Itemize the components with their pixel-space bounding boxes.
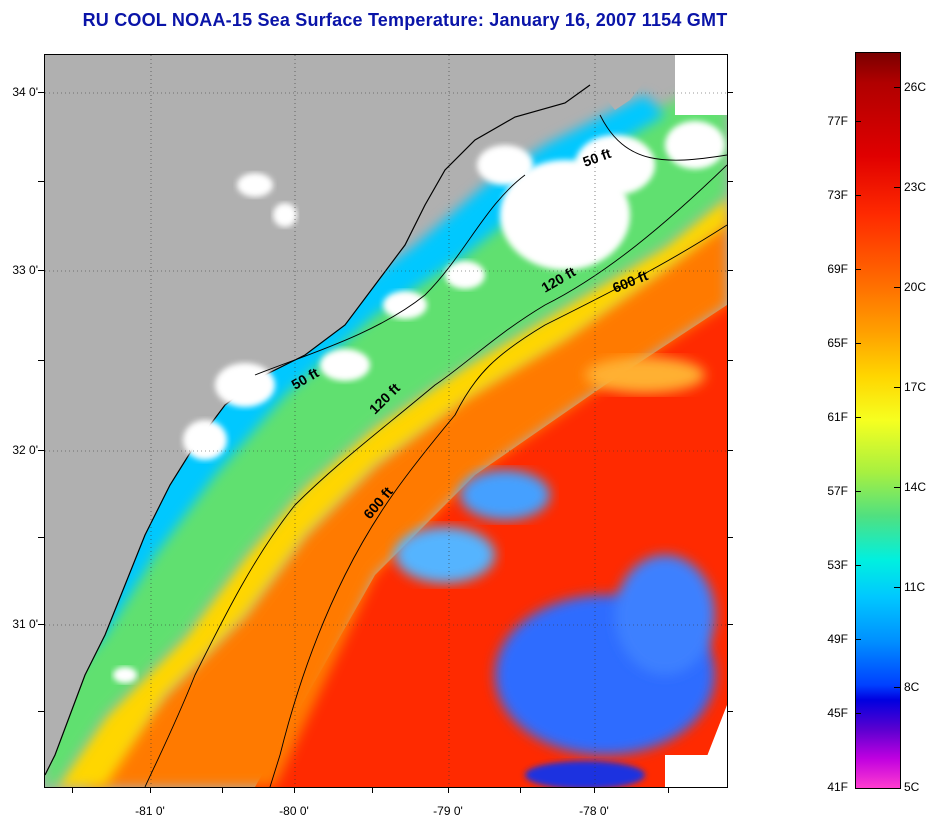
lat-tick — [38, 711, 44, 712]
colorbar-f-label: 57F — [827, 484, 848, 498]
land-mass — [45, 55, 590, 775]
colorbar-c-label: 5C — [904, 780, 920, 794]
lat-tick — [38, 624, 44, 625]
colorbar-tick — [855, 343, 861, 344]
colorbar-tick — [855, 195, 861, 196]
ocean-yellow-band — [55, 195, 727, 787]
lon-label-81: -81 0' — [135, 804, 165, 818]
isobath-50ft — [254, 114, 727, 376]
lat-label-34: 34 0' — [12, 85, 38, 99]
colorbar-tick — [894, 387, 900, 388]
colorbar-f-label: 61F — [827, 410, 848, 424]
cold-eddy-3 — [460, 470, 550, 520]
colorbar-c-label: 20C — [904, 280, 927, 294]
colorbar-tick — [855, 417, 861, 418]
colorbar-tick — [894, 287, 900, 288]
sst-map-canvas: 50 ft 120 ft 600 ft 50 ft 120 ft 600 ft — [45, 55, 727, 787]
isobath-120ft — [144, 164, 727, 787]
lat-label-33: 33 0' — [12, 263, 38, 277]
cloud-9 — [273, 203, 297, 227]
cloud-13 — [675, 55, 727, 115]
lon-tick — [150, 787, 151, 793]
isobath-600ft — [269, 224, 727, 787]
ocean-orange-band — [85, 215, 727, 787]
colorbar-tick — [855, 121, 861, 122]
cold-eddy-4 — [395, 527, 495, 583]
lon-label-79: -79 0' — [433, 804, 463, 818]
colorbar-f-label: 49F — [827, 632, 848, 646]
colorbar-tick — [855, 565, 861, 566]
colorbar-f-label: 53F — [827, 558, 848, 572]
cloud-11 — [665, 121, 725, 169]
lat-tick-right — [727, 92, 733, 93]
colorbar-f-label: 69F — [827, 262, 848, 276]
colorbar-f-label: 41F — [827, 780, 848, 794]
land-top-right — [603, 55, 665, 110]
lat-label-32: 32 0' — [12, 443, 38, 457]
colorbar-tick — [894, 487, 900, 488]
cloud-6 — [183, 420, 227, 460]
colorbar-tick — [855, 639, 861, 640]
colorbar-f-label: 77F — [827, 114, 848, 128]
lon-tick — [372, 787, 373, 793]
lat-tick-right — [727, 711, 733, 712]
lon-label-80: -80 0' — [279, 804, 309, 818]
colorbar-c-label: 11C — [904, 580, 926, 594]
cold-eddy-2 — [615, 555, 715, 675]
lat-tick-right — [727, 537, 733, 538]
map-title: RU COOL NOAA-15 Sea Surface Temperature:… — [82, 10, 728, 30]
colorbar-tick — [894, 87, 900, 88]
lat-tick — [38, 270, 44, 271]
lon-tick — [72, 787, 73, 793]
colorbar-f-label: 65F — [827, 336, 848, 350]
lon-tick — [294, 787, 295, 793]
colorbar-tick — [855, 713, 861, 714]
cold-eddy-5 — [585, 357, 705, 393]
lat-tick-right — [727, 360, 733, 361]
lon-tick — [520, 787, 521, 793]
colorbar-c-label: 8C — [904, 680, 920, 694]
lon-tick — [222, 787, 223, 793]
colorbar-tick — [855, 491, 861, 492]
colorbar-tick — [855, 269, 861, 270]
cold-eddy-6 — [525, 761, 645, 787]
lat-tick-right — [727, 181, 733, 182]
lat-tick-right — [727, 270, 733, 271]
sst-map: 50 ft 120 ft 600 ft 50 ft 120 ft 600 ft — [44, 54, 728, 788]
lon-tick — [594, 787, 595, 793]
lat-tick-right — [727, 624, 733, 625]
lat-tick — [38, 450, 44, 451]
colorbar-tick — [894, 587, 900, 588]
lat-tick — [38, 181, 44, 182]
cloud-5 — [320, 349, 370, 381]
cloud-10 — [237, 173, 273, 197]
temperature-colorbar — [855, 52, 901, 789]
colorbar-c-label: 26C — [904, 80, 927, 94]
nodata-swath-edge — [695, 705, 727, 787]
colorbar-tick — [894, 687, 900, 688]
cloud-12 — [113, 667, 137, 683]
colorbar-c-label: 14C — [904, 480, 927, 494]
cloud-7 — [383, 291, 427, 319]
graticule — [45, 55, 727, 787]
lat-tick — [38, 537, 44, 538]
lon-tick — [448, 787, 449, 793]
cloud-3 — [477, 145, 533, 185]
cloud-8 — [445, 261, 485, 289]
lat-tick-right — [727, 450, 733, 451]
lon-tick — [668, 787, 669, 793]
colorbar-c-label: 23C — [904, 180, 927, 194]
colorbar-c-label: 17C — [904, 380, 927, 394]
lat-label-31: 31 0' — [12, 617, 38, 631]
cloud-4 — [215, 363, 275, 407]
colorbar-f-label: 45F — [827, 706, 848, 720]
lon-label-78: -78 0' — [579, 804, 609, 818]
lat-tick — [38, 92, 44, 93]
colorbar-f-label: 73F — [827, 188, 848, 202]
colorbar-tick — [894, 187, 900, 188]
lat-tick — [38, 360, 44, 361]
